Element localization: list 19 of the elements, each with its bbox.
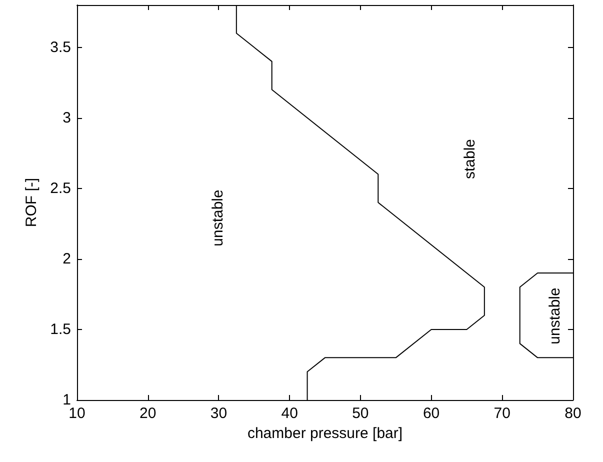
annotation: unstable <box>546 288 564 344</box>
x-tick-label: 10 <box>68 405 86 422</box>
x-tick-label: 50 <box>352 405 369 422</box>
x-tick-label: 20 <box>140 405 156 422</box>
y-tick-label: 2 <box>62 250 71 268</box>
x-tick-label: 70 <box>494 405 510 422</box>
x-tick-label: 40 <box>281 405 298 422</box>
y-axis-title: ROF [-] <box>23 178 40 228</box>
annotation: unstable <box>210 190 226 246</box>
x-axis-title: chamber pressure [bar] <box>247 424 403 442</box>
x-tick-label: 30 <box>210 405 228 422</box>
y-tick-label: 2.5 <box>50 180 71 197</box>
y-tick-label: 3 <box>62 109 71 126</box>
x-tick-label: 80 <box>564 405 582 422</box>
y-tick-label: 3.5 <box>50 38 71 56</box>
annotation: stable <box>462 138 478 180</box>
x-tick-label: 60 <box>422 405 440 422</box>
y-tick-label: 1 <box>62 392 71 408</box>
y-tick-label: 1.5 <box>50 320 71 338</box>
